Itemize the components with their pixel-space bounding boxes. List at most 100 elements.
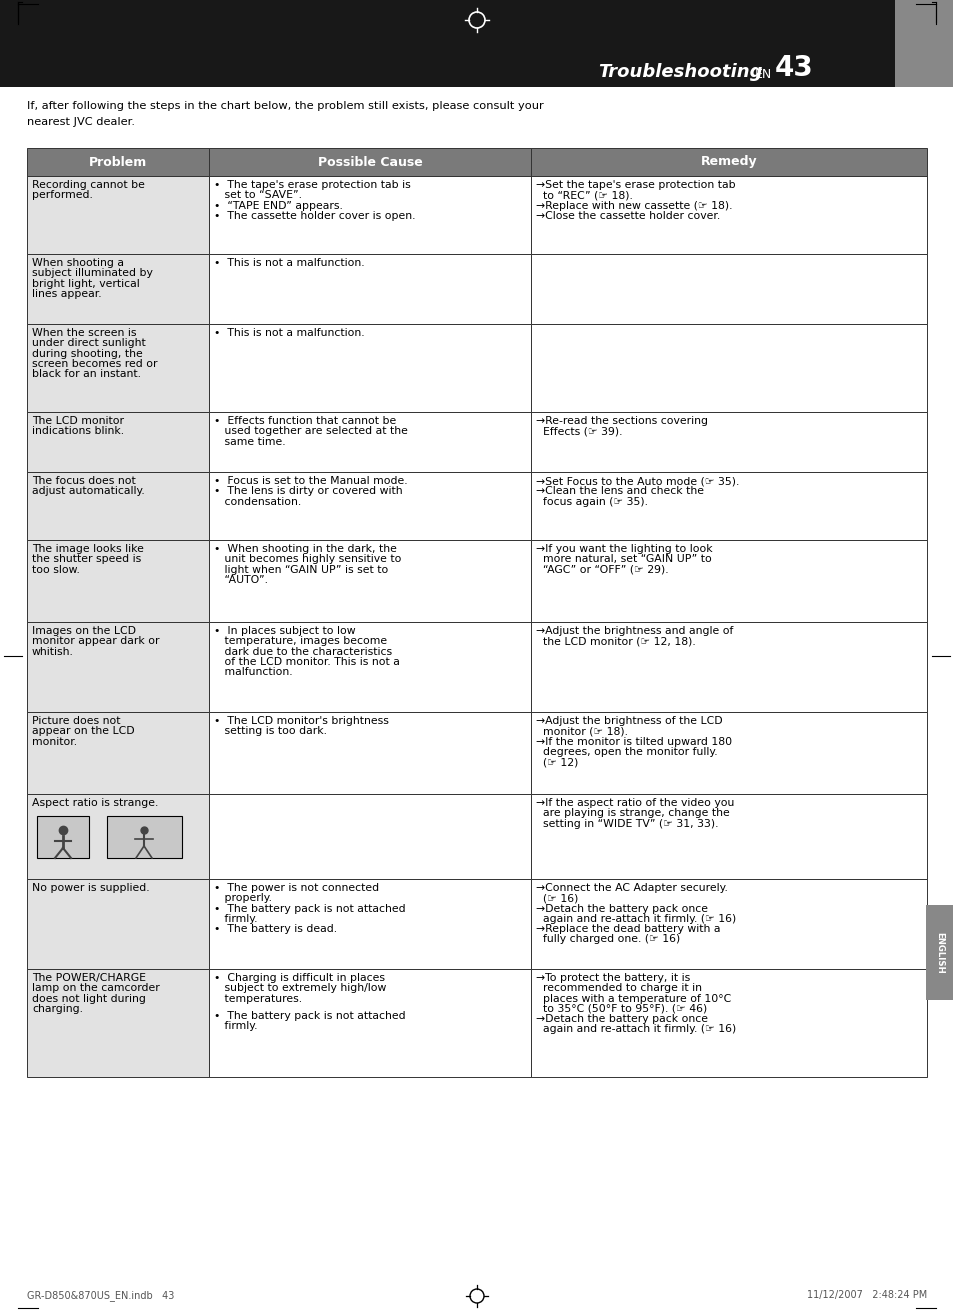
Text: (☞ 16): (☞ 16) <box>536 893 578 903</box>
Text: adjust automatically.: adjust automatically. <box>32 487 145 496</box>
Bar <box>531 794 926 879</box>
Text: malfunction.: malfunction. <box>213 668 293 677</box>
Bar <box>209 176 531 255</box>
Text: →To protect the battery, it is: →To protect the battery, it is <box>536 974 690 983</box>
Bar <box>531 712 926 794</box>
Text: When the screen is: When the screen is <box>32 328 136 338</box>
Text: screen becomes red or: screen becomes red or <box>32 359 157 369</box>
Text: places with a temperature of 10°C: places with a temperature of 10°C <box>536 993 731 1004</box>
Bar <box>531 176 926 255</box>
Text: •  Focus is set to the Manual mode.: • Focus is set to the Manual mode. <box>213 476 407 485</box>
Bar <box>531 970 926 1077</box>
Text: setting is too dark.: setting is too dark. <box>213 727 327 736</box>
Text: temperatures.: temperatures. <box>213 993 302 1004</box>
Text: during shooting, the: during shooting, the <box>32 349 143 358</box>
Text: unit becomes highly sensitive to: unit becomes highly sensitive to <box>213 554 401 564</box>
Text: focus again (☞ 35).: focus again (☞ 35). <box>536 496 647 506</box>
Text: whitish.: whitish. <box>32 647 73 656</box>
Bar <box>27 879 209 970</box>
Bar <box>209 970 531 1077</box>
Text: properly.: properly. <box>213 893 272 903</box>
Text: to “REC” (☞ 18).: to “REC” (☞ 18). <box>536 190 632 201</box>
Bar <box>894 0 953 87</box>
Bar <box>27 712 209 794</box>
Text: nearest JVC dealer.: nearest JVC dealer. <box>27 117 135 127</box>
Bar <box>27 148 209 176</box>
Text: •  “TAPE END” appears.: • “TAPE END” appears. <box>213 201 342 211</box>
Text: condensation.: condensation. <box>213 496 301 506</box>
Text: subject to extremely high/low: subject to extremely high/low <box>213 983 386 993</box>
Text: •  In places subject to low: • In places subject to low <box>213 626 355 636</box>
Text: “AGC” or “OFF” (☞ 29).: “AGC” or “OFF” (☞ 29). <box>536 564 668 575</box>
Bar <box>531 412 926 472</box>
Bar <box>209 412 531 472</box>
Text: The image looks like: The image looks like <box>32 544 144 554</box>
Text: →Detach the battery pack once: →Detach the battery pack once <box>536 1014 707 1025</box>
Text: →Set Focus to the Auto mode (☞ 35).: →Set Focus to the Auto mode (☞ 35). <box>536 476 739 485</box>
Text: •  Charging is difficult in places: • Charging is difficult in places <box>213 974 385 983</box>
Text: are playing is strange, change the: are playing is strange, change the <box>536 808 729 819</box>
Text: •  The LCD monitor's brightness: • The LCD monitor's brightness <box>213 716 389 726</box>
Text: •  When shooting in the dark, the: • When shooting in the dark, the <box>213 544 396 554</box>
Text: →Detach the battery pack once: →Detach the battery pack once <box>536 904 707 913</box>
Text: to 35°C (50°F to 95°F). (☞ 46): to 35°C (50°F to 95°F). (☞ 46) <box>536 1004 706 1014</box>
Text: lines appear.: lines appear. <box>32 289 102 299</box>
Bar <box>531 324 926 412</box>
Text: degrees, open the monitor fully.: degrees, open the monitor fully. <box>536 747 717 757</box>
Text: Images on the LCD: Images on the LCD <box>32 626 136 636</box>
Bar <box>27 255 209 324</box>
Text: bright light, vertical: bright light, vertical <box>32 278 139 289</box>
Text: →Set the tape's erase protection tab: →Set the tape's erase protection tab <box>536 180 735 190</box>
Text: the shutter speed is: the shutter speed is <box>32 554 141 564</box>
Bar <box>209 622 531 712</box>
Text: •  The power is not connected: • The power is not connected <box>213 883 378 893</box>
Text: The POWER/CHARGE: The POWER/CHARGE <box>32 974 146 983</box>
Text: •  This is not a malfunction.: • This is not a malfunction. <box>213 258 364 268</box>
Text: →Clean the lens and check the: →Clean the lens and check the <box>536 487 703 496</box>
Text: 11/12/2007   2:48:24 PM: 11/12/2007 2:48:24 PM <box>806 1290 926 1300</box>
Text: →Re-read the sections covering: →Re-read the sections covering <box>536 416 707 426</box>
Text: →Replace with new cassette (☞ 18).: →Replace with new cassette (☞ 18). <box>536 201 732 211</box>
Text: lamp on the camcorder: lamp on the camcorder <box>32 983 159 993</box>
Text: dark due to the characteristics: dark due to the characteristics <box>213 647 392 656</box>
Bar <box>27 622 209 712</box>
Text: again and re-attach it firmly. (☞ 16): again and re-attach it firmly. (☞ 16) <box>536 914 736 924</box>
Text: •  This is not a malfunction.: • This is not a malfunction. <box>213 328 364 338</box>
Text: indications blink.: indications blink. <box>32 426 124 437</box>
Text: →If you want the lighting to look: →If you want the lighting to look <box>536 544 712 554</box>
Text: recommended to charge it in: recommended to charge it in <box>536 983 701 993</box>
Text: Recording cannot be: Recording cannot be <box>32 180 145 190</box>
Bar <box>27 412 209 472</box>
Bar <box>531 541 926 622</box>
Text: Effects (☞ 39).: Effects (☞ 39). <box>536 426 622 437</box>
Text: again and re-attach it firmly. (☞ 16): again and re-attach it firmly. (☞ 16) <box>536 1025 736 1034</box>
Text: The focus does not: The focus does not <box>32 476 135 485</box>
Text: →Adjust the brightness of the LCD: →Adjust the brightness of the LCD <box>536 716 721 726</box>
Text: “AUTO”.: “AUTO”. <box>213 575 268 585</box>
Text: setting in “WIDE TV” (☞ 31, 33).: setting in “WIDE TV” (☞ 31, 33). <box>536 819 718 829</box>
Text: Remedy: Remedy <box>700 156 757 168</box>
Text: ENGLISH: ENGLISH <box>935 932 943 974</box>
Bar <box>531 622 926 712</box>
Text: If, after following the steps in the chart below, the problem still exists, plea: If, after following the steps in the cha… <box>27 101 543 112</box>
Text: •  The lens is dirty or covered with: • The lens is dirty or covered with <box>213 487 402 496</box>
Bar <box>27 794 209 879</box>
Bar <box>27 472 209 541</box>
Text: the LCD monitor (☞ 12, 18).: the LCD monitor (☞ 12, 18). <box>536 636 695 647</box>
Bar <box>925 905 953 1000</box>
Text: (☞ 12): (☞ 12) <box>536 757 578 768</box>
Text: firmly.: firmly. <box>213 1021 257 1031</box>
Text: •  The battery pack is not attached: • The battery pack is not attached <box>213 904 405 913</box>
Text: When shooting a: When shooting a <box>32 258 124 268</box>
Text: firmly.: firmly. <box>213 914 257 924</box>
Bar <box>531 148 926 176</box>
Text: →Replace the dead battery with a: →Replace the dead battery with a <box>536 924 720 934</box>
Text: →Close the cassette holder cover.: →Close the cassette holder cover. <box>536 211 720 220</box>
Bar <box>531 879 926 970</box>
Text: →If the monitor is tilted upward 180: →If the monitor is tilted upward 180 <box>536 736 731 747</box>
Bar <box>531 255 926 324</box>
Bar <box>209 541 531 622</box>
Bar <box>27 176 209 255</box>
Text: Possible Cause: Possible Cause <box>317 156 422 168</box>
Text: 43: 43 <box>774 54 813 81</box>
